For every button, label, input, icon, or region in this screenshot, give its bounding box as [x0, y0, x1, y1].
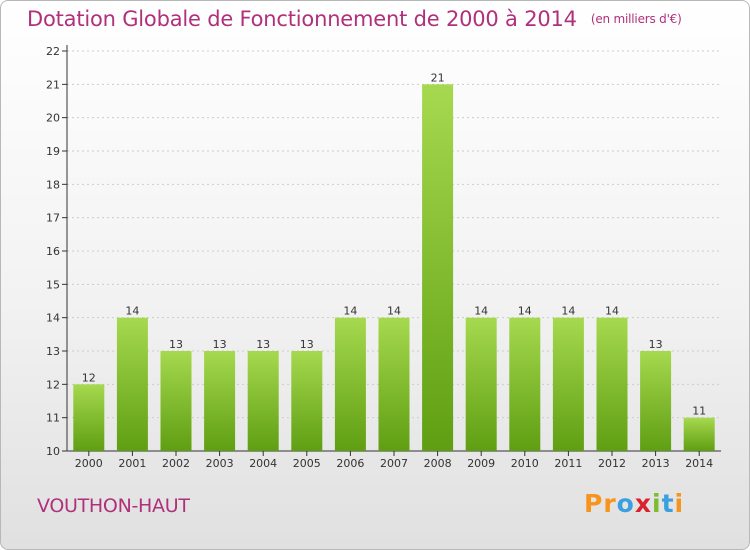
y-tick-label-22: 22: [46, 45, 60, 58]
data-label-2006: 14: [343, 305, 357, 318]
town-name: VOUTHON-HAUT: [37, 495, 190, 517]
logo-letter: t: [661, 489, 675, 518]
bar-2009: [465, 317, 497, 451]
bar-2007: [378, 317, 410, 451]
logo-letter: i: [652, 489, 662, 518]
x-tick-label-2002: 2002: [162, 457, 190, 470]
y-tick-label-21: 21: [46, 78, 60, 91]
x-tick-label-2013: 2013: [642, 457, 670, 470]
proxiti-logo[interactable]: Proxiti: [584, 489, 684, 518]
y-tick-label-18: 18: [46, 178, 60, 191]
bar-2001: [116, 317, 148, 451]
bar-2011: [552, 317, 584, 451]
x-tick-label-2012: 2012: [598, 457, 626, 470]
x-tick-label-2005: 2005: [293, 457, 321, 470]
y-tick-label-15: 15: [46, 278, 60, 291]
x-tick-label-2009: 2009: [467, 457, 495, 470]
logo-letter: x: [634, 489, 652, 518]
data-label-2002: 13: [169, 338, 183, 351]
bar-2000: [73, 384, 105, 451]
bar-2013: [640, 351, 672, 451]
chart-subtitle: (en milliers d'€): [590, 12, 682, 26]
x-tick-label-2011: 2011: [554, 457, 582, 470]
data-label-2012: 14: [605, 305, 619, 318]
bar-2008: [422, 84, 454, 451]
data-labels: 12 14 13 13 13 13 14 14 21 14 14 14 14 13 11: [82, 71, 706, 417]
data-label-2000: 12: [82, 371, 96, 384]
y-tick-label-11: 11: [46, 412, 60, 425]
x-tick-label-2007: 2007: [380, 457, 408, 470]
data-label-2014: 11: [692, 405, 706, 418]
data-label-2007: 14: [387, 305, 401, 318]
bar-2010: [509, 317, 541, 451]
bar-2014: [683, 417, 715, 451]
bar-2002: [160, 351, 192, 451]
data-label-2005: 13: [300, 338, 314, 351]
x-tick-label-2001: 2001: [118, 457, 146, 470]
x-tick-label-2000: 2000: [75, 457, 103, 470]
data-label-2004: 13: [256, 338, 270, 351]
bar-2004: [247, 351, 279, 451]
bar-2012: [596, 317, 628, 451]
data-label-2008: 21: [431, 71, 445, 84]
x-tick-label-2006: 2006: [336, 457, 364, 470]
data-label-2009: 14: [474, 305, 488, 318]
logo-letter: r: [603, 489, 617, 518]
x-tick-label-2004: 2004: [249, 457, 277, 470]
x-tick-label-2008: 2008: [424, 457, 452, 470]
y-tick-label-10: 10: [46, 445, 60, 458]
y-tick-label-17: 17: [46, 212, 60, 225]
data-label-2013: 13: [649, 338, 663, 351]
y-tick-label-19: 19: [46, 145, 60, 158]
data-label-2001: 14: [125, 305, 139, 318]
data-label-2003: 13: [213, 338, 227, 351]
x-tick-label-2003: 2003: [206, 457, 234, 470]
y-tick-label-14: 14: [46, 312, 60, 325]
x-tick-label-2014: 2014: [685, 457, 713, 470]
logo-letter: P: [584, 489, 604, 518]
y-tick-label-12: 12: [46, 378, 60, 391]
bar-2005: [291, 351, 323, 451]
chart-title-text: Dotation Globale de Fonctionnement de 20…: [27, 7, 577, 31]
bar-2003: [204, 351, 236, 451]
data-label-2011: 14: [561, 305, 575, 318]
bars: [73, 84, 715, 451]
data-label-2010: 14: [518, 305, 532, 318]
logo-letter: i: [674, 489, 685, 518]
y-tick-label-13: 13: [46, 345, 60, 358]
chart-title: Dotation Globale de Fonctionnement de 20…: [27, 7, 682, 31]
y-tick-label-16: 16: [46, 245, 60, 258]
y-tick-label-20: 20: [46, 112, 60, 125]
logo-letter: o: [616, 489, 635, 518]
x-tick-label-2010: 2010: [511, 457, 539, 470]
bar-2006: [334, 317, 366, 451]
